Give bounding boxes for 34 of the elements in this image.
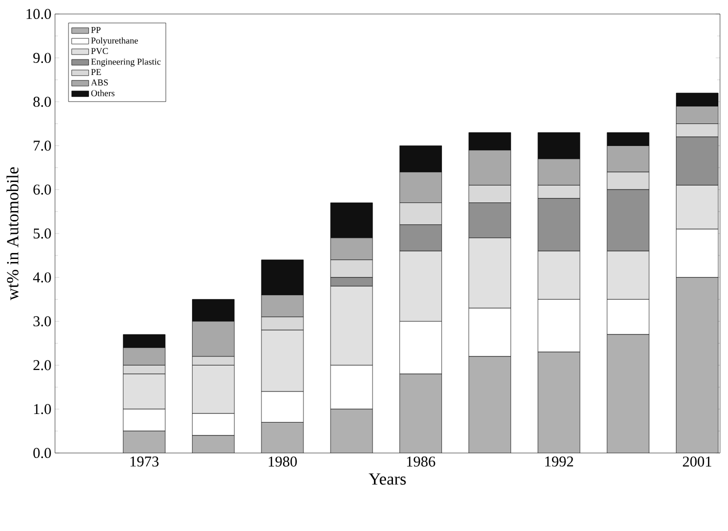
y-tick-label: 0.0 xyxy=(33,448,51,458)
legend-label: PVC xyxy=(91,48,108,54)
y-tick-label: 5.0 xyxy=(34,228,51,239)
legend-label: ABS xyxy=(90,80,108,86)
y-tick-label: 2.0 xyxy=(33,360,51,370)
legend-label: Engineering Plastic xyxy=(91,58,161,67)
y-tick-label: 4.0 xyxy=(33,272,51,282)
y-axis-title: wt% in Automobile xyxy=(6,167,18,300)
x-tick-label: 1973 xyxy=(130,456,159,467)
y-tick-label: 8.0 xyxy=(33,96,51,107)
x-axis-title: Years xyxy=(368,473,406,485)
bar xyxy=(123,431,166,453)
legend-label: PE xyxy=(91,69,101,76)
bar xyxy=(192,435,234,453)
bar xyxy=(468,356,511,453)
x-tick-label: 1986 xyxy=(407,456,436,467)
y-tick-label: 10.0 xyxy=(26,8,51,20)
legend-label: PP xyxy=(91,26,100,33)
y-tick-label: 6.0 xyxy=(33,184,51,195)
y-tick-label: 7.0 xyxy=(34,140,51,151)
y-tick-label: 3.0 xyxy=(34,316,51,326)
y-tick-label: 1.0 xyxy=(34,404,51,414)
x-tick-label: 1980 xyxy=(268,456,297,467)
x-tick-label: 2001 xyxy=(682,456,712,467)
y-tick-label: 9.0 xyxy=(33,52,51,63)
bar xyxy=(607,334,650,453)
legend-label: Polyurethane xyxy=(91,37,138,46)
x-tick-label: 1992 xyxy=(545,456,574,467)
bar xyxy=(400,374,442,453)
bar xyxy=(676,277,718,453)
legend-label: Others xyxy=(91,90,114,96)
bar xyxy=(538,352,580,453)
bar xyxy=(330,409,373,453)
bar xyxy=(261,422,304,453)
